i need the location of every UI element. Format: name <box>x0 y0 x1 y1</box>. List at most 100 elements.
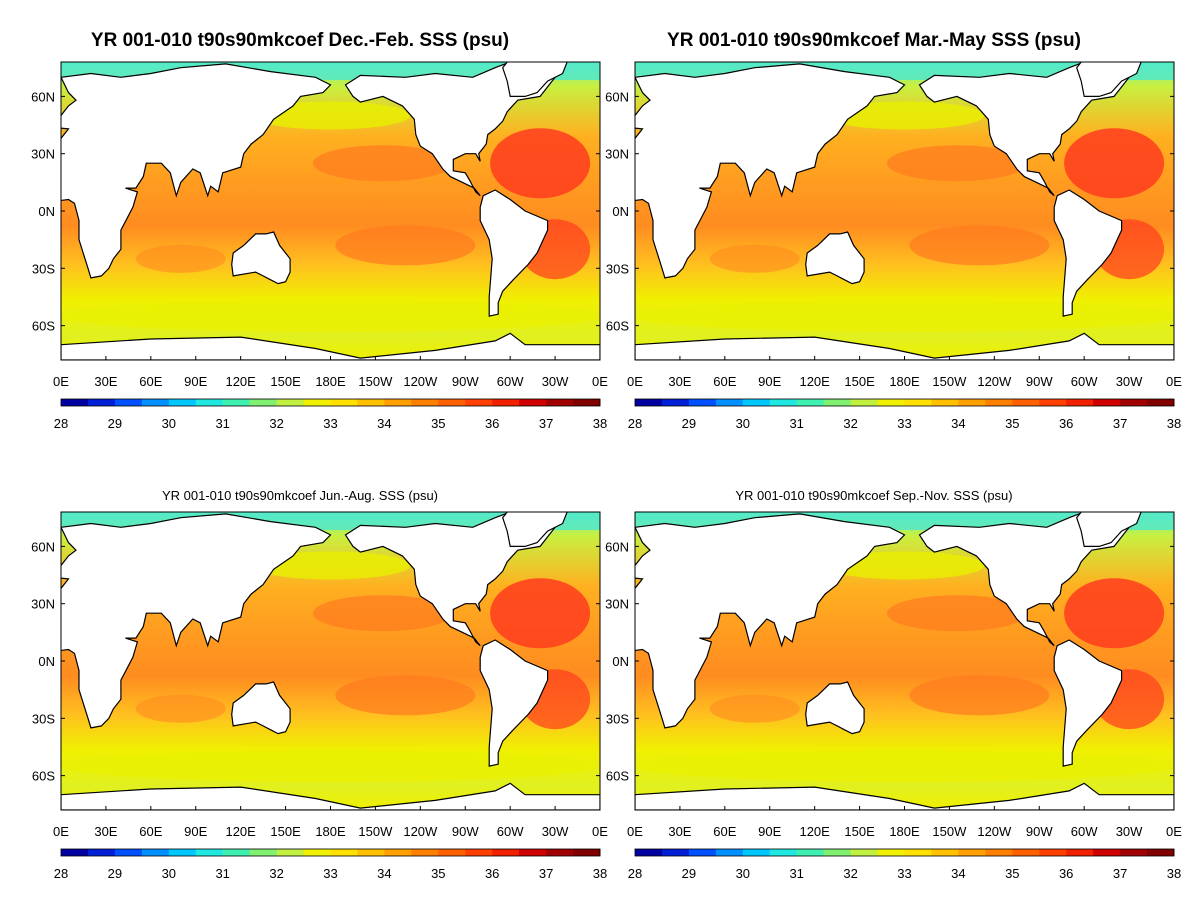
land-mass <box>231 681 291 735</box>
colorbar-segment <box>635 399 663 406</box>
indian-ocean-band <box>709 694 800 723</box>
colorbar-label: 37 <box>539 866 553 881</box>
lat-label: 30S <box>32 711 55 726</box>
colorbar-label: 29 <box>682 866 696 881</box>
panel-title: YR 001-010 t90s90mkcoef Dec.-Feb. SSS (p… <box>90 30 510 51</box>
lon-label: 30W <box>1116 824 1143 839</box>
lon-label: 30E <box>94 824 117 839</box>
lon-label: 120E <box>799 824 830 839</box>
colorbar-label: 32 <box>843 416 857 431</box>
colorbar-segment <box>357 399 385 406</box>
lon-label: 180E <box>889 374 920 389</box>
map-mam: 60N 30N 0N 30S 60S 0E 30E 60E 90E 120E 150E 180E 150… <box>605 61 1182 431</box>
colorbar-label: 29 <box>108 866 122 881</box>
colorbar-segment <box>222 399 251 406</box>
colorbar-segment <box>222 849 251 856</box>
colorbar-label: 35 <box>431 416 445 431</box>
colorbar-label: 34 <box>951 866 965 881</box>
colorbar-segment <box>1066 849 1094 856</box>
colorbar-segment <box>465 399 493 406</box>
colorbar-label: 30 <box>736 866 750 881</box>
atlantic-high-salinity <box>490 578 591 649</box>
colorbar-segment <box>168 849 197 856</box>
land-mass <box>1076 62 1142 97</box>
colorbar-segment <box>715 399 744 406</box>
lon-label: 150E <box>844 824 875 839</box>
colorbar-segment <box>141 849 170 856</box>
lat-label: 60N <box>31 539 55 554</box>
land-mass <box>635 513 906 729</box>
colorbar-segment <box>688 399 717 406</box>
lat-label: 30N <box>31 597 55 612</box>
colorbar-label: 31 <box>215 416 229 431</box>
land-mass <box>479 189 549 317</box>
lon-label: 90E <box>184 824 207 839</box>
lat-label: 0N <box>38 204 55 219</box>
colorbar-label: 31 <box>789 416 803 431</box>
lat-label: 30N <box>605 147 629 162</box>
colorbar-label: 30 <box>162 416 176 431</box>
colorbar-label: 36 <box>485 866 499 881</box>
colorbar-segment <box>769 399 798 406</box>
colorbar-segment <box>904 849 932 856</box>
colorbar-label: 33 <box>897 416 911 431</box>
south-pacific-max <box>335 225 476 266</box>
colorbar-segment <box>195 399 224 406</box>
lat-label: 30S <box>32 261 55 276</box>
colorbar-segment <box>384 399 412 406</box>
lat-label: 60N <box>605 539 629 554</box>
lat-label: 60S <box>32 769 55 784</box>
land-mass <box>635 63 906 279</box>
atlantic-high-salinity <box>1064 128 1165 199</box>
lon-label: 60E <box>139 374 162 389</box>
colorbar-label: 36 <box>1059 416 1073 431</box>
colorbar-segment <box>742 849 771 856</box>
colorbar-label: 31 <box>215 866 229 881</box>
colorbar-label: 32 <box>269 416 283 431</box>
lon-label: 90E <box>758 374 781 389</box>
colorbar-label: 28 <box>628 866 642 881</box>
colorbar-segment <box>438 399 466 406</box>
lat-label: 30N <box>31 147 55 162</box>
north-pacific-max <box>886 145 1027 182</box>
colorbar-label: 28 <box>628 416 642 431</box>
colorbar-segment <box>411 399 439 406</box>
colorbar-segment <box>330 849 358 856</box>
colorbar-segment <box>1012 849 1040 856</box>
southern-ocean-band <box>635 750 1174 783</box>
colorbar-frame <box>634 398 1175 407</box>
lat-label: 60N <box>605 89 629 104</box>
lon-label: 30E <box>668 824 691 839</box>
colorbar-segment <box>411 849 439 856</box>
south-pacific-max <box>909 225 1050 266</box>
colorbar-segment <box>1093 849 1121 856</box>
southern-ocean-band <box>61 300 600 333</box>
colorbar-segment <box>168 399 197 406</box>
colorbar-segment <box>742 399 771 406</box>
south-pacific-max <box>909 675 1050 716</box>
lon-label: 0E <box>1166 824 1182 839</box>
colorbar-segment <box>904 399 932 406</box>
lon-label: 120W <box>977 824 1012 839</box>
colorbar-label: 36 <box>1059 866 1073 881</box>
north-pacific-max <box>312 145 453 182</box>
colorbar-segment <box>769 849 798 856</box>
colorbar-segment <box>985 849 1013 856</box>
lon-label: 180E <box>315 824 346 839</box>
colorbar-segment <box>61 399 89 406</box>
colorbar-segment <box>958 849 986 856</box>
colorbar-frame <box>634 848 1175 857</box>
colorbar-segment <box>492 399 520 406</box>
colorbar-label: 38 <box>593 866 607 881</box>
atlantic-high-salinity <box>490 128 591 199</box>
colorbar-segment <box>141 399 170 406</box>
colorbar-segment <box>850 399 879 406</box>
lon-label: 120E <box>225 374 256 389</box>
colorbar-label: 29 <box>682 416 696 431</box>
colorbar-segment <box>276 849 305 856</box>
colorbar-segment <box>823 849 852 856</box>
colorbar-segment <box>1120 399 1148 406</box>
land-mass <box>805 681 865 735</box>
lon-label: 60E <box>713 824 736 839</box>
